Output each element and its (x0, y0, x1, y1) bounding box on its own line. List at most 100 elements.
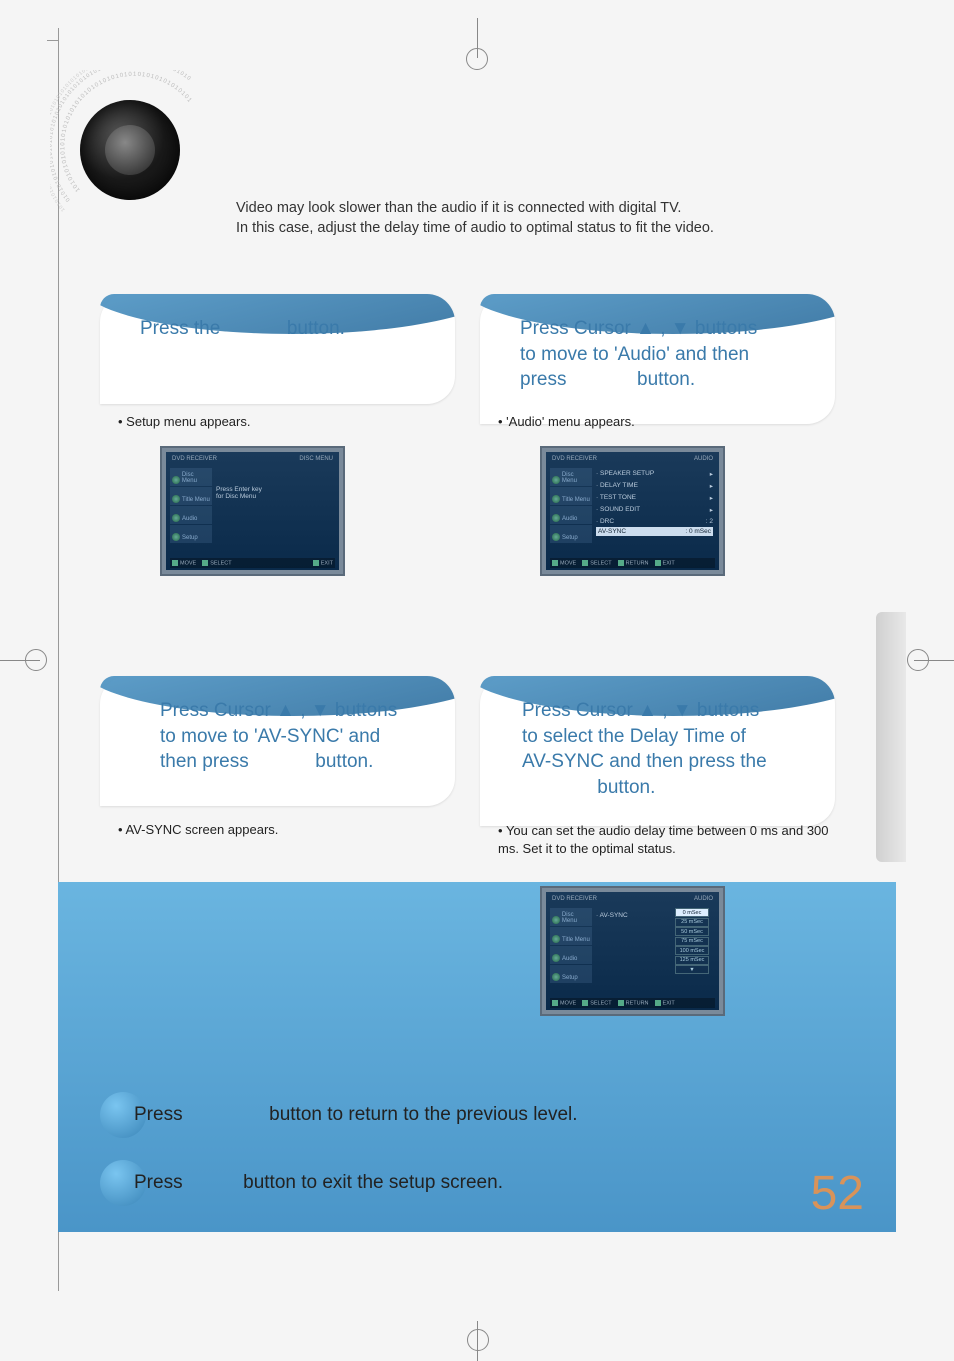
step-3-header: Press Cursor ▲ , ▼ buttons to move to 'A… (100, 676, 455, 793)
menu-sidebar: Disc Menu Title Menu Audio Setup (550, 908, 592, 984)
row-r: ▸ (710, 482, 713, 490)
s4-l4: button. (592, 777, 655, 798)
arrow-sep: , (295, 700, 311, 721)
footer-item: EXIT (655, 1000, 675, 1006)
menu-content: · SPEAKER SETUP▸ · DELAY TIME▸ · TEST TO… (596, 468, 713, 536)
step-2-bullet: • 'Audio' menu appears. (498, 414, 635, 429)
down-arrow-icon: ▼ (311, 700, 330, 721)
opt-item: 125 mSec (675, 956, 709, 965)
side-item: Audio (170, 506, 212, 524)
side-item: Disc Menu (550, 908, 592, 926)
opt-more: ▼ (675, 965, 709, 974)
menu-brand: DVD RECEIVER (552, 896, 597, 906)
s3-l2: to move to 'AV-SYNC' and (160, 726, 380, 747)
settings-side-tab (876, 612, 906, 862)
footer-item: MOVE (552, 560, 576, 566)
action-return-text: Press button to return to the previous l… (134, 1104, 578, 1126)
footer-item: MOVE (552, 1000, 576, 1006)
step-4-bullet: • You can set the audio delay time betwe… (498, 822, 838, 858)
a2-pre: Press (134, 1172, 188, 1193)
opt-item: 100 mSec (675, 946, 709, 955)
bullet-4-text: You can set the audio delay time between… (498, 823, 829, 856)
a1-pre: Press (134, 1104, 188, 1125)
step-3-card: Press Cursor ▲ , ▼ buttons to move to 'A… (100, 676, 455, 806)
s4-l3: AV-SYNC and then press the (522, 751, 767, 772)
crop-mark-right (904, 640, 944, 680)
a2-post: button to exit the setup screen. (238, 1172, 503, 1193)
s4-l2: to select the Delay Time of (522, 726, 746, 747)
opt-item: 0 mSec (675, 908, 709, 917)
s3-l1-post: buttons (330, 700, 398, 721)
row-l: DELAY TIME (600, 482, 638, 489)
row-hl-r: : 0 mSec (685, 528, 711, 535)
side-item: Title Menu (170, 487, 212, 505)
menu-sidebar: Disc Menu Title Menu Audio Setup (550, 468, 592, 544)
row-l: DRC (600, 518, 614, 525)
s2-l3-pre: press (520, 369, 572, 390)
step-1-header: Press the button. (100, 294, 455, 360)
up-arrow-icon: ▲ (636, 318, 655, 339)
footer-item: MOVE (172, 560, 196, 566)
step-1-bullet: • Setup menu appears. (118, 414, 250, 429)
row-l: SPEAKER SETUP (600, 470, 654, 477)
side-item: Setup (170, 525, 212, 543)
menu-content: Press Enter key for Disc Menu (216, 486, 333, 500)
s2-l3-post: button. (632, 369, 695, 390)
arrow-sep: , (657, 700, 673, 721)
menu-corner: AUDIO (694, 896, 713, 906)
side-item: Title Menu (550, 927, 592, 945)
opt-item: 50 mSec (675, 927, 709, 936)
opt-item: 25 mSec (675, 918, 709, 927)
down-arrow-icon: ▼ (673, 700, 692, 721)
row-hl-l: AV-SYNC (598, 528, 626, 535)
footer-item: EXIT (655, 560, 675, 566)
side-item: Title Menu (550, 487, 592, 505)
arrow-sep: , (655, 318, 671, 339)
s4-l1-post: buttons (692, 700, 760, 721)
a1-post: button to return to the previous level. (264, 1104, 578, 1125)
side-item: Disc Menu (170, 468, 212, 486)
avsync-label: AV-SYNC (600, 912, 628, 919)
action-return: Press button to return to the previous l… (100, 1092, 578, 1138)
menu-corner: AUDIO (694, 456, 713, 466)
step-4-card: Press Cursor ▲ , ▼ buttons to select the… (480, 676, 835, 826)
footer-item: EXIT (313, 560, 333, 566)
intro-line1: Video may look slower than the audio if … (236, 198, 714, 218)
menu-brand: DVD RECEIVER (552, 456, 597, 466)
step-2-card: Press Cursor ▲ , ▼ buttons to move to 'A… (480, 294, 835, 424)
footer-item: SELECT (582, 560, 611, 566)
menu-brand: DVD RECEIVER (172, 456, 217, 466)
side-item: Setup (550, 965, 592, 983)
speaker-graphic: 1010101010101010101010101010101010101010… (50, 70, 240, 240)
menu-center-1: Press Enter key (216, 486, 333, 493)
menu-center-2: for Disc Menu (216, 493, 333, 500)
row-r: ▸ (710, 506, 713, 514)
screenshot-audio-menu: DVD RECEIVER AUDIO Disc Menu Title Menu A… (540, 446, 725, 576)
side-item: Audio (550, 506, 592, 524)
up-arrow-icon: ▲ (638, 700, 657, 721)
side-item: Disc Menu (550, 468, 592, 486)
bullet-2-text: 'Audio' menu appears. (506, 414, 635, 429)
row-l: SOUND EDIT (600, 506, 640, 513)
step-4-header: Press Cursor ▲ , ▼ buttons to select the… (480, 676, 835, 819)
speaker-icon (80, 100, 180, 200)
bullet-1-text: Setup menu appears. (126, 414, 250, 429)
step-2-header: Press Cursor ▲ , ▼ buttons to move to 'A… (480, 294, 835, 411)
step-1-pre: Press the (140, 318, 226, 339)
opt-item: 75 mSec (675, 937, 709, 946)
action-exit: Press button to exit the setup screen. (100, 1160, 503, 1206)
footer-item: RETURN (618, 1000, 649, 1006)
footer-item: SELECT (202, 560, 231, 566)
options-list: 0 mSec 25 mSec 50 mSec 75 mSec 100 mSec … (675, 908, 709, 975)
bullet-3-text: AV-SYNC screen appears. (125, 822, 278, 837)
menu-footer: MOVE SELECT RETURN EXIT (550, 558, 715, 568)
footer-item: SELECT (582, 1000, 611, 1006)
up-arrow-icon: ▲ (276, 700, 295, 721)
intro-line2: In this case, adjust the delay time of a… (236, 218, 714, 238)
step-3-bullet: • AV-SYNC screen appears. (118, 822, 278, 837)
menu-footer: MOVE SELECT RETURN EXIT (550, 998, 715, 1008)
step-1-post: button. (287, 318, 345, 339)
s3-l3-post: button. (310, 751, 373, 772)
row-r: ▸ (710, 494, 713, 502)
menu-sidebar: Disc Menu Title Menu Audio Setup (170, 468, 212, 544)
